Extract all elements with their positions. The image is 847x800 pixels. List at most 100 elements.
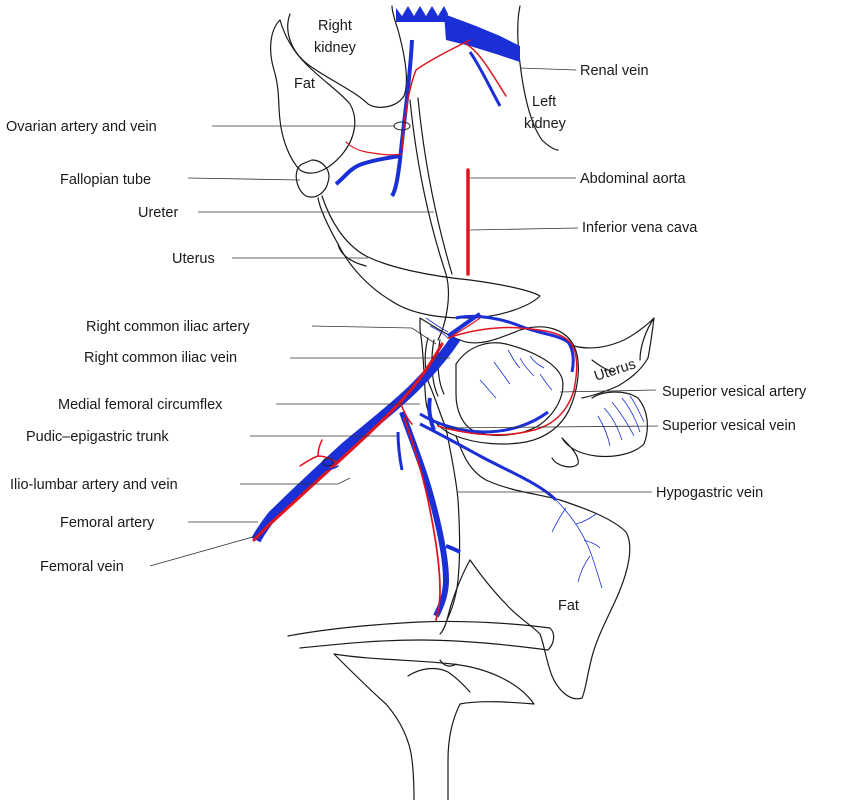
leader-superior-vesical-vein [443,425,659,429]
superior-vesical-artery-line [437,389,575,436]
uterus-capillary-3 [621,397,641,433]
superior-vesical-vein-label: Superior vesical vein [662,418,796,434]
fat-lower-inner-outline [439,559,471,635]
uterus-capillary-5 [629,395,645,423]
right-kidney-label-2: kidney [314,40,357,56]
renal-vein-main [444,14,520,62]
bladder-upper-vein-b [446,312,482,338]
fat-capillary-1 [575,513,597,525]
leader-ilio-lumbar [240,477,351,485]
aorta-upper [465,43,507,97]
vagina-center-outline [407,667,471,693]
right-common-iliac-vein-label: Right common iliac vein [84,350,237,366]
arteries [252,39,578,621]
hypogastric-vein-line [419,422,558,502]
bladder-capillary-1 [507,349,521,369]
leader-fallopian [187,177,301,181]
fallopian-tube-outline [295,159,330,198]
thin-veins [425,317,645,589]
uterus-capillary-1 [603,407,623,441]
upper-iliac-small-artery [451,317,481,337]
bladder-capillary-2 [519,357,535,377]
broad-ligament-right-lower [591,359,615,373]
left-kidney-label-1: Left [532,94,556,110]
ilio-lumbar-vessels [299,439,339,471]
vagina-lower-outline [333,653,535,800]
vena-cava-top-edge [396,6,448,22]
ovarian-vein-curl [334,154,401,186]
descending-vein [399,410,450,618]
fat-top-label: Fat [294,76,315,92]
bladder-inner-outline [455,342,564,436]
uterus-capillary-2 [611,401,635,437]
fallopian-tube-label: Fallopian tube [60,172,151,188]
common-iliac-artery [252,342,444,542]
upper-uterus-capillary [425,317,449,333]
leader-renal-vein [519,67,577,71]
bladder-capillary-5 [539,373,553,391]
ureter-right-line [417,97,453,275]
uterus-lower-outline [337,243,367,267]
left-kidney-label-2: kidney [524,116,567,132]
uterus-right-outline [573,317,655,399]
fat-capillary-main [555,499,603,589]
femoral-vein-label: Femoral vein [40,559,124,575]
superior-vesical-artery-label: Superior vesical artery [662,384,807,400]
medial-femoral-circumflex-label: Medial femoral circumflex [58,397,223,413]
uterus-right-label: Uterus [592,356,638,384]
ilio-lumbar-knot [322,457,334,467]
right-common-iliac-artery-label: Right common iliac artery [86,319,250,335]
right-kidney-label-1: Right [318,18,352,34]
leader-lines [149,67,659,567]
ilio-lumbar-artery-b [317,439,323,457]
ureter-strip-b [437,339,445,395]
fat-lower-outline [455,435,631,700]
veins [251,6,575,618]
ureter-left-line [409,99,449,341]
renal-vein-branch [468,51,502,107]
left-kidney-outline [517,5,559,151]
uterus-left-label: Uterus [172,251,215,267]
leader-common-iliac-artery [311,325,437,345]
fat-bottom-label: Fat [558,598,579,614]
abdominal-aorta-label: Abdominal aorta [580,171,687,187]
fat-capillary-4 [551,507,567,533]
lower-strip-outline [445,427,461,623]
vagina-outline [287,620,555,651]
broad-ligament-right [639,317,655,361]
ilio-lumbar-label: Ilio-lumbar artery and vein [10,477,178,493]
leader-ivc [469,227,579,231]
hypogastric-vein-label: Hypogastric vein [656,485,763,501]
ovarian-vein [390,39,414,198]
descending-artery [403,417,441,621]
common-iliac-vein [251,335,461,543]
uterus-body-outline [317,195,541,319]
left-small-vein [396,431,404,471]
uterus-right-tip-outline [551,437,579,468]
bladder-capillary-3 [493,361,511,385]
short-vein-branch [445,544,461,554]
artery-to-bladder [447,326,578,391]
leader-femoral-vein [149,535,257,567]
ovarian-artery-vein-label: Ovarian artery and vein [6,119,157,135]
renal-vein-label: Renal vein [580,63,649,79]
bladder-capillary-4 [479,379,497,399]
superior-vesical-vein-line [419,410,549,434]
leader-superior-vesical-artery [559,389,657,393]
vagina-left-outline [333,653,415,800]
ovarian-artery [401,39,471,151]
bladder-capillary-6 [529,355,545,369]
femoral-artery-label: Femoral artery [60,515,155,531]
inferior-vena-cava-label: Inferior vena cava [582,220,698,236]
vagina-center-mark [439,659,457,667]
medial-vein [427,397,436,431]
pudic-artery-short [399,401,413,425]
ureter-label: Ureter [138,205,178,221]
fat-outline-top [270,19,356,174]
vessel-strip-outline [424,337,447,429]
upper-uterus-capillary-b [429,325,449,339]
bladder-upper-vein [455,314,575,373]
ovarian-artery-curl [345,141,403,156]
fat-capillary-2 [583,539,601,549]
fat-capillary-3 [577,555,591,583]
